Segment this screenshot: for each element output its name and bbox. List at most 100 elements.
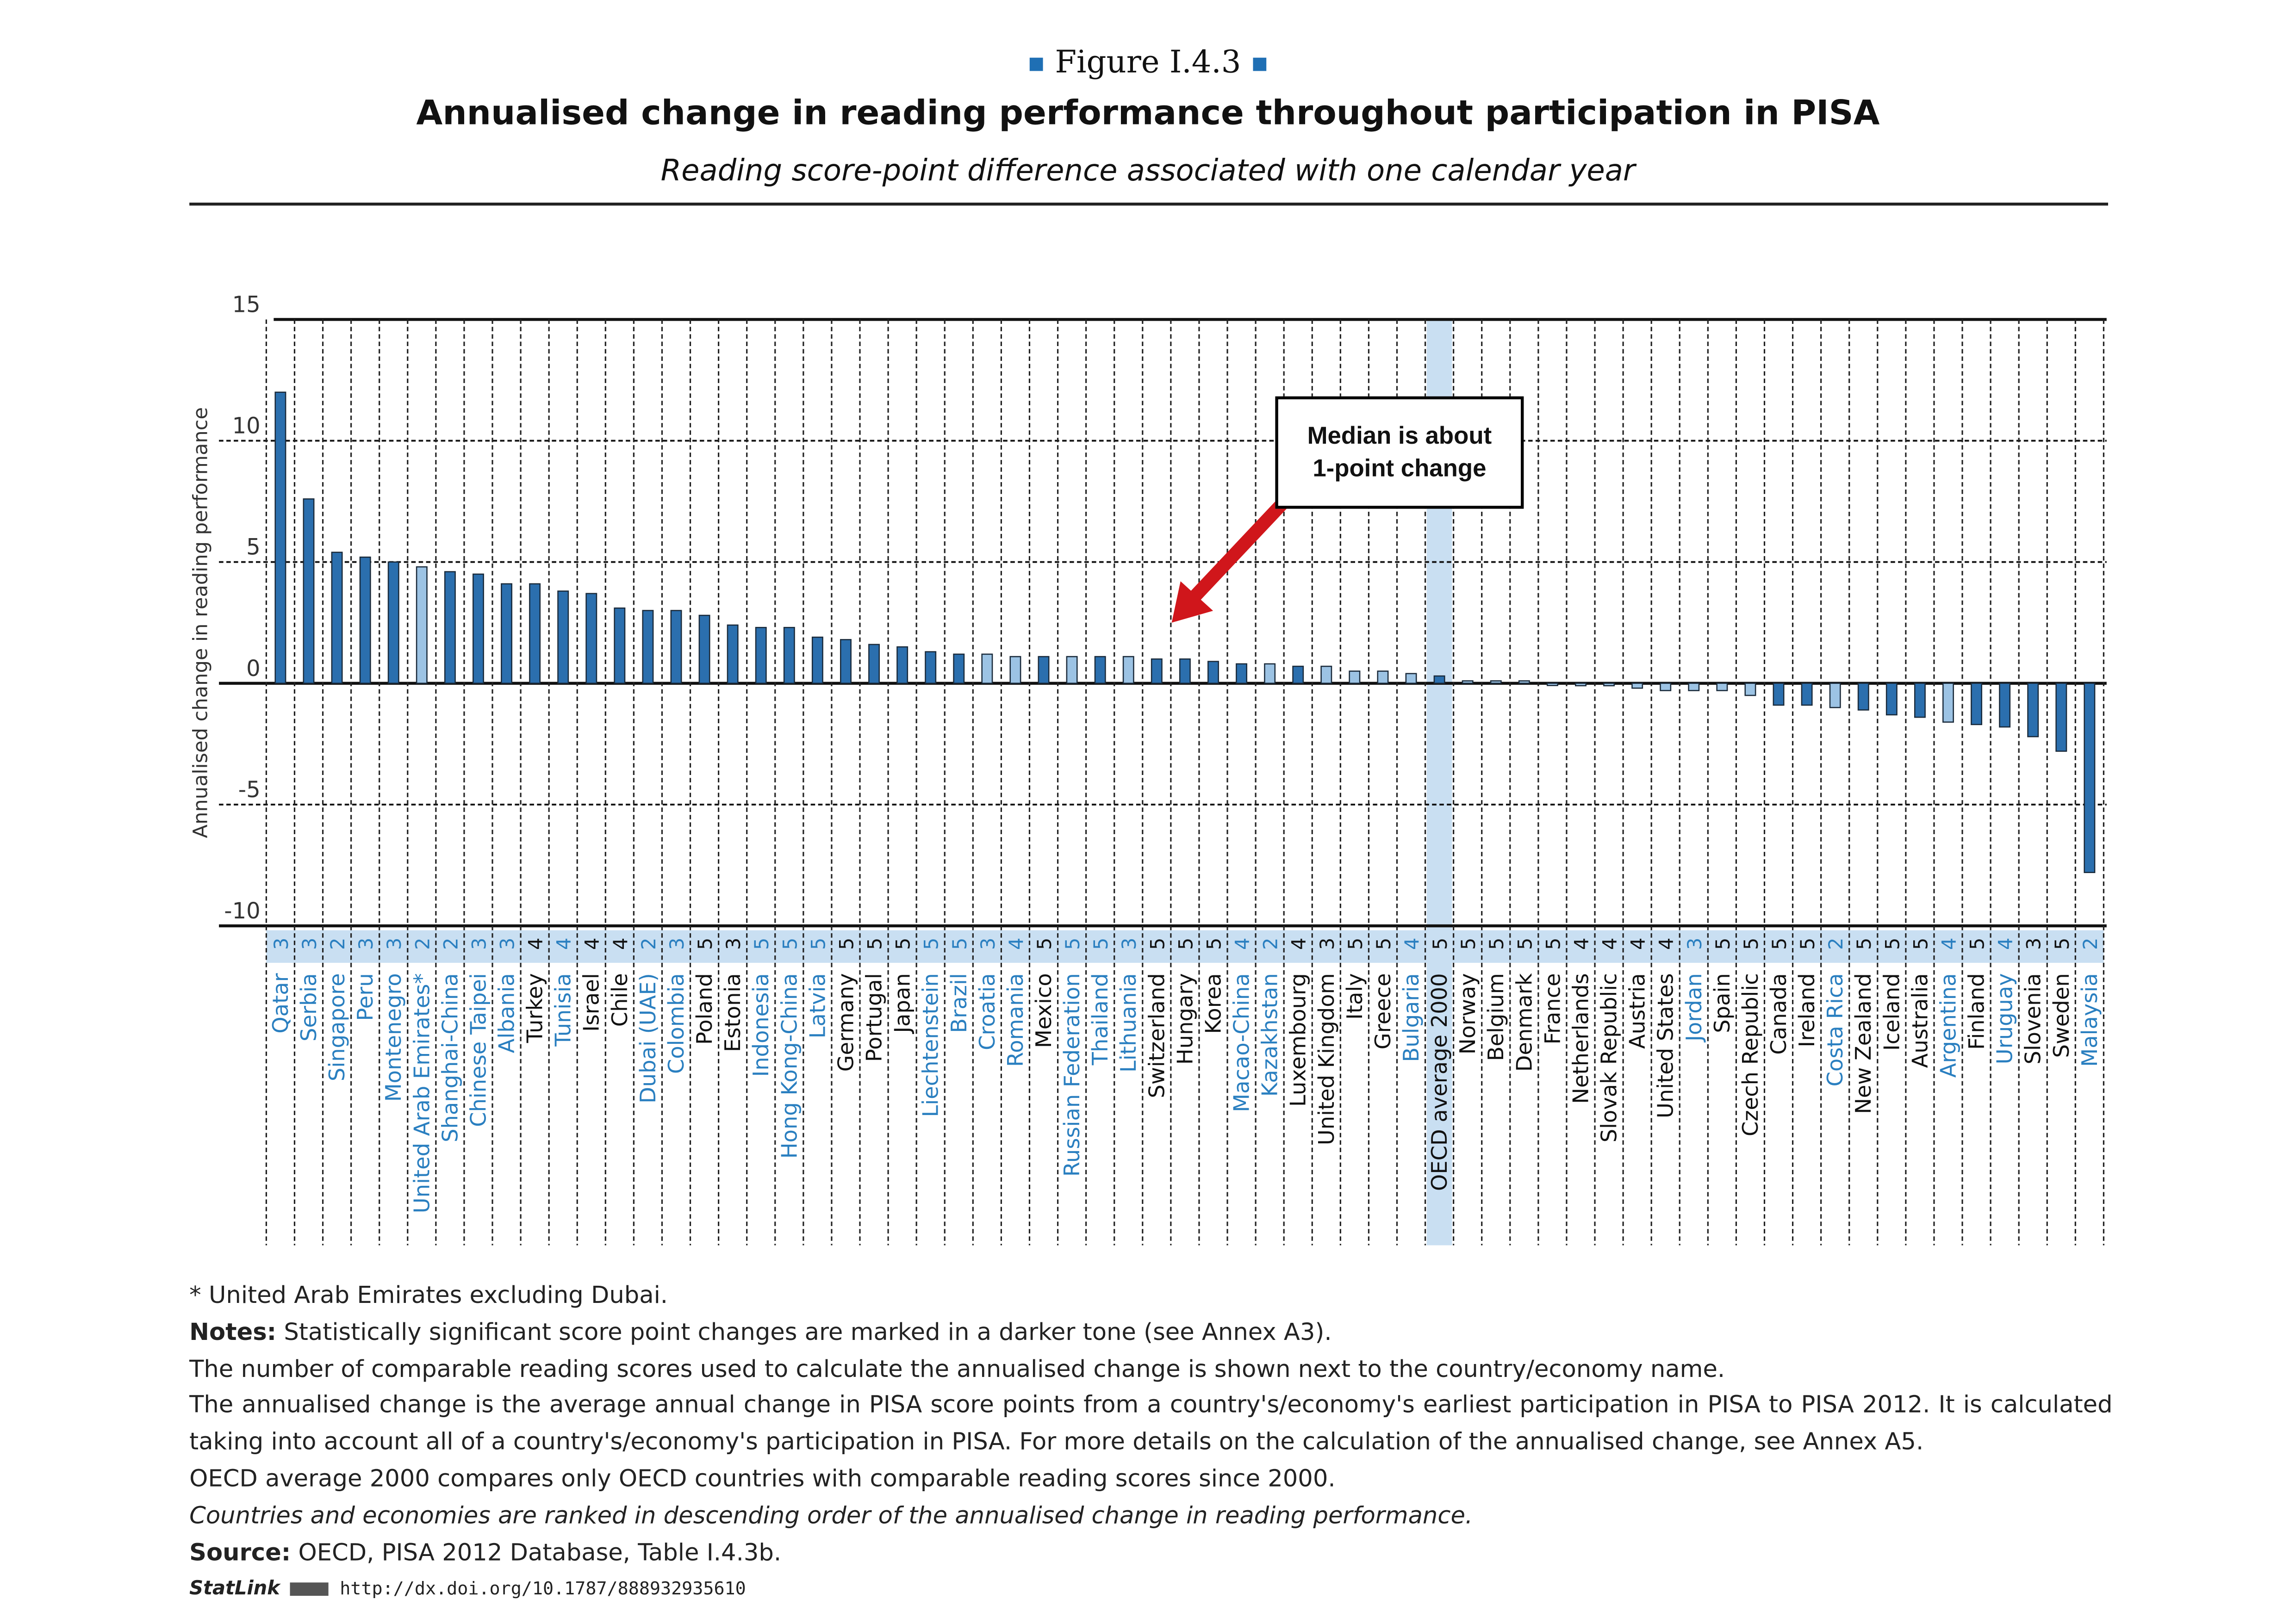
category-label: Latvia xyxy=(805,973,830,1038)
category-label: Shanghai-China xyxy=(437,973,462,1142)
category-label: Indonesia xyxy=(748,973,773,1077)
score-count: 4 xyxy=(553,938,575,950)
bar-greece xyxy=(1377,670,1389,684)
category-label: Belgium xyxy=(1483,973,1508,1061)
bar-italy xyxy=(1349,670,1361,684)
category-label: Estonia xyxy=(720,973,745,1052)
bar-brazil xyxy=(953,653,965,684)
category-label: Australia xyxy=(1907,973,1932,1068)
category-label: Norway xyxy=(1455,973,1480,1054)
bar-croatia xyxy=(981,653,993,684)
bar-indonesia xyxy=(755,626,767,684)
bar-turkey xyxy=(529,583,541,684)
category-label: Russian Federation xyxy=(1059,973,1084,1177)
score-count: 5 xyxy=(1796,938,1819,950)
median-annotation: Median is about 1-point change xyxy=(1275,396,1524,509)
bar-hungary xyxy=(1179,658,1191,684)
bar-peru xyxy=(359,556,371,684)
bar-iceland xyxy=(1885,682,1898,716)
category-label: OECD average 2000 xyxy=(1427,973,1452,1191)
score-count-band xyxy=(266,930,2104,963)
footnote: * United Arab Emirates excluding Dubai. xyxy=(189,1281,668,1309)
score-count: 5 xyxy=(1909,938,1932,950)
score-count: 3 xyxy=(1118,938,1140,950)
bar-liechtenstein xyxy=(925,651,937,684)
notes-line: Notes: Statistically significant score p… xyxy=(189,1314,2112,1351)
category-label: Tunisia xyxy=(551,973,576,1047)
category-label: Slovenia xyxy=(2021,973,2046,1064)
bar-romania xyxy=(1009,656,1021,684)
category-label: Czech Republic xyxy=(1738,973,1763,1136)
category-label: Uruguay xyxy=(1992,973,2017,1064)
bar-luxembourg xyxy=(1292,665,1304,684)
category-label: Singapore xyxy=(324,973,349,1081)
bar-tunisia xyxy=(557,590,569,684)
score-count: 5 xyxy=(1174,938,1197,950)
score-count: 5 xyxy=(1429,938,1451,950)
category-label: Germany xyxy=(833,973,858,1072)
bar-switzerland xyxy=(1151,658,1163,684)
bar-korea xyxy=(1207,661,1219,684)
category-label: Slovak Republic xyxy=(1597,973,1622,1142)
bar-costa-rica xyxy=(1829,682,1841,708)
score-count: 2 xyxy=(411,938,434,950)
score-count: 4 xyxy=(1231,938,1254,950)
score-count: 5 xyxy=(835,938,858,950)
bar-uruguay xyxy=(1999,682,2011,728)
category-label: Malaysia xyxy=(2077,973,2102,1066)
category-label: Lithuania xyxy=(1116,973,1141,1072)
category-label: Chinese Taipei xyxy=(466,973,491,1127)
category-label: Mexico xyxy=(1031,973,1056,1048)
bar-montenegro xyxy=(387,561,399,684)
category-label: Romania xyxy=(1003,973,1028,1067)
score-count: 4 xyxy=(1627,938,1649,950)
y-tick-label: 5 xyxy=(246,535,261,560)
bar-finland xyxy=(1971,682,1983,725)
source-text: OECD, PISA 2012 Database, Table I.4.3b. xyxy=(291,1537,782,1566)
chart-subtitle: Reading score-point difference associate… xyxy=(660,152,1636,188)
category-label: Liechtenstein xyxy=(918,973,943,1117)
annotation-line-2: 1-point change xyxy=(1313,455,1487,483)
category-label: Chile xyxy=(607,973,632,1027)
category-label: Qatar xyxy=(268,973,293,1033)
bar-united-states xyxy=(1660,682,1672,691)
bar-latvia xyxy=(811,636,823,684)
source-label: Source: xyxy=(189,1537,291,1566)
bar-lithuania xyxy=(1122,656,1134,684)
score-count: 3 xyxy=(383,938,405,950)
score-count: 4 xyxy=(581,938,604,950)
score-count: 3 xyxy=(355,938,377,950)
category-label: Israel xyxy=(579,973,604,1032)
notes-line-4: OECD average 2000 compares only OECD cou… xyxy=(189,1464,1336,1493)
score-count: 4 xyxy=(1288,938,1310,950)
bar-germany xyxy=(840,639,852,684)
bar-estonia xyxy=(727,624,739,684)
score-count: 5 xyxy=(1740,938,1762,950)
category-label: Switzerland xyxy=(1144,973,1169,1098)
bar-shanghai-china xyxy=(444,571,456,684)
bar-chile xyxy=(614,607,626,684)
score-count: 2 xyxy=(326,938,349,950)
bar-russian-federation xyxy=(1066,656,1078,684)
score-count: 5 xyxy=(2051,938,2073,950)
bar-ireland xyxy=(1801,682,1813,706)
score-count: 5 xyxy=(1542,938,1564,950)
category-label: United States xyxy=(1653,973,1678,1118)
score-count: 4 xyxy=(1655,938,1678,950)
score-count: 5 xyxy=(920,938,943,950)
score-count: 2 xyxy=(637,938,660,950)
score-count: 5 xyxy=(1061,938,1084,950)
category-label: Turkey xyxy=(523,973,548,1043)
category-label: Ireland xyxy=(1794,973,1819,1047)
score-count: 4 xyxy=(1570,938,1593,950)
statlink-url[interactable]: http://dx.doi.org/10.1787/888932935610 xyxy=(340,1578,746,1599)
category-label: Macao-China xyxy=(1229,973,1254,1112)
category-label: Peru xyxy=(353,973,378,1021)
score-count: 5 xyxy=(1344,938,1367,950)
category-label: Brazil xyxy=(946,973,971,1033)
score-count: 4 xyxy=(609,938,632,950)
bar-australia xyxy=(1914,682,1926,718)
category-label: Croatia xyxy=(975,973,1000,1050)
bar-chart: 15 10 5 0 -5 -10 Annualised change in reading … xyxy=(189,292,2107,1246)
y-tick-label: 15 xyxy=(232,292,261,317)
